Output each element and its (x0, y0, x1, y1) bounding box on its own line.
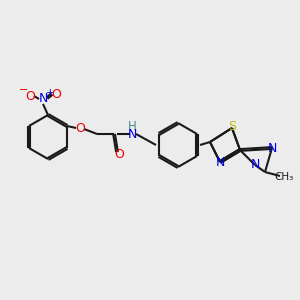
Text: H: H (128, 119, 136, 133)
Text: N: N (128, 128, 137, 140)
Text: N: N (215, 155, 225, 169)
Text: O: O (114, 148, 124, 160)
Text: +: + (46, 88, 54, 98)
Text: O: O (75, 122, 85, 136)
Text: N: N (38, 92, 48, 106)
Text: N: N (267, 142, 277, 154)
Text: CH₃: CH₃ (274, 172, 294, 182)
Text: O: O (51, 88, 61, 100)
Text: −: − (19, 85, 29, 95)
Text: O: O (25, 89, 35, 103)
Text: N: N (250, 158, 260, 172)
Text: S: S (228, 121, 236, 134)
